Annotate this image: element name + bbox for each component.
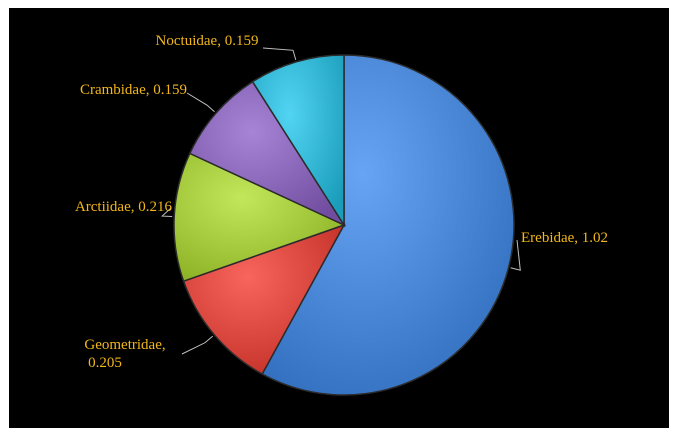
pie-slice-erebidae <box>261 54 515 396</box>
pie-slice-arctiidae <box>173 152 346 283</box>
leader-lines <box>161 47 521 355</box>
data-label-crambidae: Crambidae, 0.159 <box>80 82 187 98</box>
leader-line-geometridae <box>181 335 214 355</box>
pie-slices <box>173 54 515 396</box>
leader-line-crambidae <box>186 92 215 113</box>
slice-labels: Erebidae, 1.02 Geometridae, 0.205 Arctiidae… <box>75 33 608 371</box>
leader-line-erebidae <box>510 239 521 271</box>
pie-slice-crambidae <box>188 80 347 227</box>
pie-slice-geometridae <box>182 223 346 376</box>
pie-slice-noctuidae <box>251 54 345 228</box>
leader-line-arctiidae <box>161 207 173 218</box>
data-label-noctuidae: Noctuidae, 0.159 <box>156 33 259 49</box>
chart-area: Erebidae, 1.02 Geometridae, 0.205 Arctiidae… <box>9 8 669 428</box>
pie-chart: Erebidae, 1.02 Geometridae, 0.205 Arctiidae… <box>75 33 608 396</box>
data-label-erebidae: Erebidae, 1.02 <box>521 230 608 246</box>
leader-line-noctuidae <box>262 47 297 61</box>
data-label-arctiidae: Arctiidae, 0.216 <box>75 199 173 215</box>
data-label-geometridae: Geometridae, 0.205 <box>84 337 165 371</box>
